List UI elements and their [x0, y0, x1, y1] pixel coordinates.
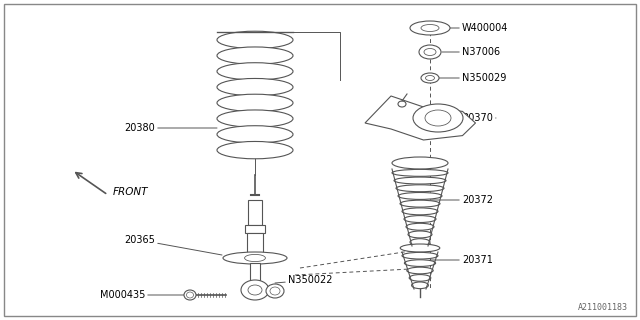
Ellipse shape: [404, 216, 436, 222]
Ellipse shape: [426, 76, 435, 81]
Ellipse shape: [409, 275, 431, 281]
Ellipse shape: [248, 285, 262, 295]
Ellipse shape: [217, 110, 293, 127]
Ellipse shape: [398, 193, 442, 199]
Ellipse shape: [266, 284, 284, 298]
Ellipse shape: [217, 126, 293, 143]
Ellipse shape: [392, 169, 448, 176]
Bar: [250, 263, 260, 285]
Bar: [248, 200, 262, 225]
Ellipse shape: [412, 282, 428, 289]
Ellipse shape: [425, 110, 451, 126]
Ellipse shape: [421, 25, 439, 31]
Text: N350022: N350022: [275, 275, 333, 285]
Ellipse shape: [419, 45, 441, 59]
Ellipse shape: [223, 252, 287, 264]
Ellipse shape: [421, 73, 439, 83]
Ellipse shape: [413, 104, 463, 132]
Ellipse shape: [402, 208, 438, 215]
Ellipse shape: [407, 267, 433, 274]
Text: 20380: 20380: [124, 123, 217, 133]
Ellipse shape: [217, 94, 293, 112]
Ellipse shape: [406, 223, 434, 230]
Ellipse shape: [184, 290, 196, 300]
Text: N350029: N350029: [439, 73, 506, 83]
Text: A211001183: A211001183: [578, 303, 628, 312]
Ellipse shape: [404, 260, 436, 267]
Text: M000435: M000435: [100, 290, 184, 300]
Ellipse shape: [398, 101, 406, 107]
Text: 20370: 20370: [462, 113, 496, 123]
Ellipse shape: [217, 78, 293, 96]
Bar: [245, 225, 265, 233]
Ellipse shape: [241, 280, 269, 300]
Ellipse shape: [244, 254, 266, 262]
Ellipse shape: [400, 244, 440, 252]
Ellipse shape: [392, 157, 448, 169]
Text: 20371: 20371: [430, 255, 493, 265]
Ellipse shape: [424, 49, 436, 55]
Ellipse shape: [408, 231, 432, 238]
Polygon shape: [365, 96, 476, 140]
Ellipse shape: [217, 141, 293, 159]
Ellipse shape: [217, 63, 293, 80]
Text: N37006: N37006: [442, 47, 500, 57]
Ellipse shape: [186, 292, 193, 298]
Ellipse shape: [270, 287, 280, 295]
Ellipse shape: [394, 177, 446, 184]
Ellipse shape: [217, 31, 293, 49]
Text: W400004: W400004: [450, 23, 508, 33]
Text: FRONT: FRONT: [113, 187, 148, 197]
Text: 20372: 20372: [430, 195, 493, 205]
Text: 20365: 20365: [124, 235, 222, 255]
Ellipse shape: [217, 47, 293, 64]
Ellipse shape: [410, 239, 430, 246]
Ellipse shape: [410, 21, 450, 35]
Ellipse shape: [400, 200, 440, 207]
Ellipse shape: [396, 185, 444, 192]
Ellipse shape: [402, 252, 438, 259]
Bar: [247, 233, 263, 255]
